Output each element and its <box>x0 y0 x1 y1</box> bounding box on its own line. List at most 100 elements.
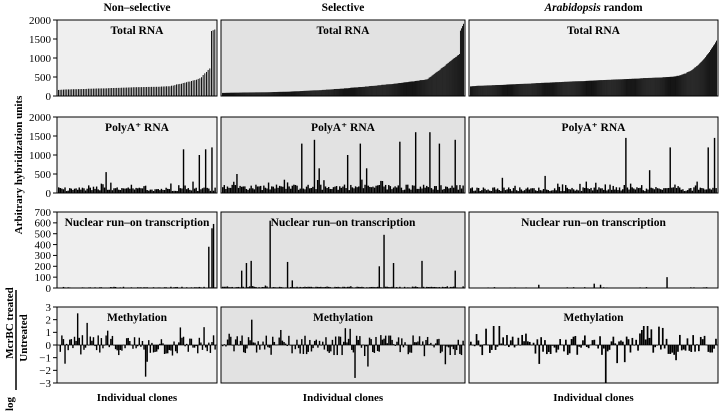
bar <box>432 74 434 96</box>
bar <box>609 287 611 289</box>
bar <box>683 191 686 193</box>
bar <box>666 77 668 96</box>
panel-nuclear_runon-1: Nuclear run–on transcription <box>56 211 218 289</box>
bar <box>320 286 322 288</box>
bar <box>244 287 246 289</box>
bar <box>129 87 131 96</box>
bar <box>684 73 686 96</box>
bar <box>648 337 651 345</box>
bar <box>576 189 578 193</box>
bar <box>682 287 684 289</box>
bar <box>133 287 136 289</box>
bar <box>482 187 485 193</box>
bar <box>129 188 131 193</box>
y-tick-label: −3 <box>39 378 51 390</box>
bar <box>301 143 303 193</box>
bar <box>58 89 59 96</box>
bar <box>628 189 630 193</box>
bar <box>569 189 572 193</box>
bar <box>442 67 444 96</box>
bar <box>657 77 659 96</box>
bar <box>380 180 382 193</box>
bar <box>146 190 148 193</box>
bar <box>585 287 588 289</box>
bar <box>477 340 480 345</box>
bar <box>456 287 458 288</box>
bar <box>508 345 510 348</box>
bar <box>336 345 338 356</box>
bar <box>84 287 87 289</box>
bar <box>494 85 496 96</box>
bar <box>702 287 705 288</box>
bar <box>542 287 545 289</box>
bar <box>438 338 440 345</box>
bar <box>122 188 125 193</box>
bar <box>242 186 244 193</box>
bar <box>58 187 60 193</box>
bar <box>588 287 591 289</box>
bar <box>671 287 673 289</box>
bar <box>236 92 238 96</box>
bar <box>528 83 530 96</box>
bar <box>224 92 225 96</box>
bar <box>238 92 240 96</box>
bar <box>441 286 444 288</box>
bar <box>367 86 369 96</box>
bar <box>430 188 433 193</box>
bar <box>323 180 325 193</box>
bar <box>291 280 294 288</box>
bar <box>75 340 77 345</box>
column-title-2: Selective <box>322 2 365 14</box>
bar-series <box>470 277 717 289</box>
bar <box>178 185 180 193</box>
bar <box>354 186 357 193</box>
bar <box>648 77 650 96</box>
log-prefix: log <box>4 396 16 411</box>
bar <box>331 89 333 96</box>
bar <box>606 345 609 352</box>
bar <box>237 286 240 288</box>
bar <box>707 54 709 96</box>
bar <box>422 184 425 193</box>
bar <box>319 90 321 96</box>
bar <box>226 286 229 288</box>
bar <box>381 287 384 289</box>
bar <box>615 187 618 193</box>
bar <box>133 337 136 345</box>
bar <box>482 85 484 96</box>
bar <box>341 88 343 96</box>
bar <box>639 333 641 345</box>
bar <box>551 82 552 96</box>
bar <box>89 336 92 345</box>
bar <box>200 342 202 345</box>
bar <box>701 339 704 345</box>
bar <box>560 191 562 193</box>
bar <box>328 89 330 96</box>
bar <box>227 92 228 96</box>
bar <box>648 170 651 193</box>
bar <box>365 287 368 288</box>
bar <box>607 189 610 193</box>
bar <box>329 287 331 288</box>
bar <box>433 186 436 193</box>
bar <box>435 72 437 96</box>
bar <box>299 286 301 288</box>
bar <box>241 92 243 96</box>
bar <box>527 287 529 289</box>
bar <box>715 42 716 96</box>
bar <box>365 86 367 96</box>
bar <box>580 81 582 96</box>
bar <box>381 339 384 345</box>
bar <box>439 69 441 96</box>
bar <box>427 187 430 193</box>
bar <box>423 345 426 357</box>
bar <box>155 345 158 352</box>
bar <box>680 75 682 96</box>
bar <box>536 190 538 193</box>
bar <box>522 83 524 96</box>
bar <box>439 345 442 354</box>
bar <box>267 92 269 96</box>
bar <box>113 188 115 193</box>
bar <box>315 189 317 193</box>
